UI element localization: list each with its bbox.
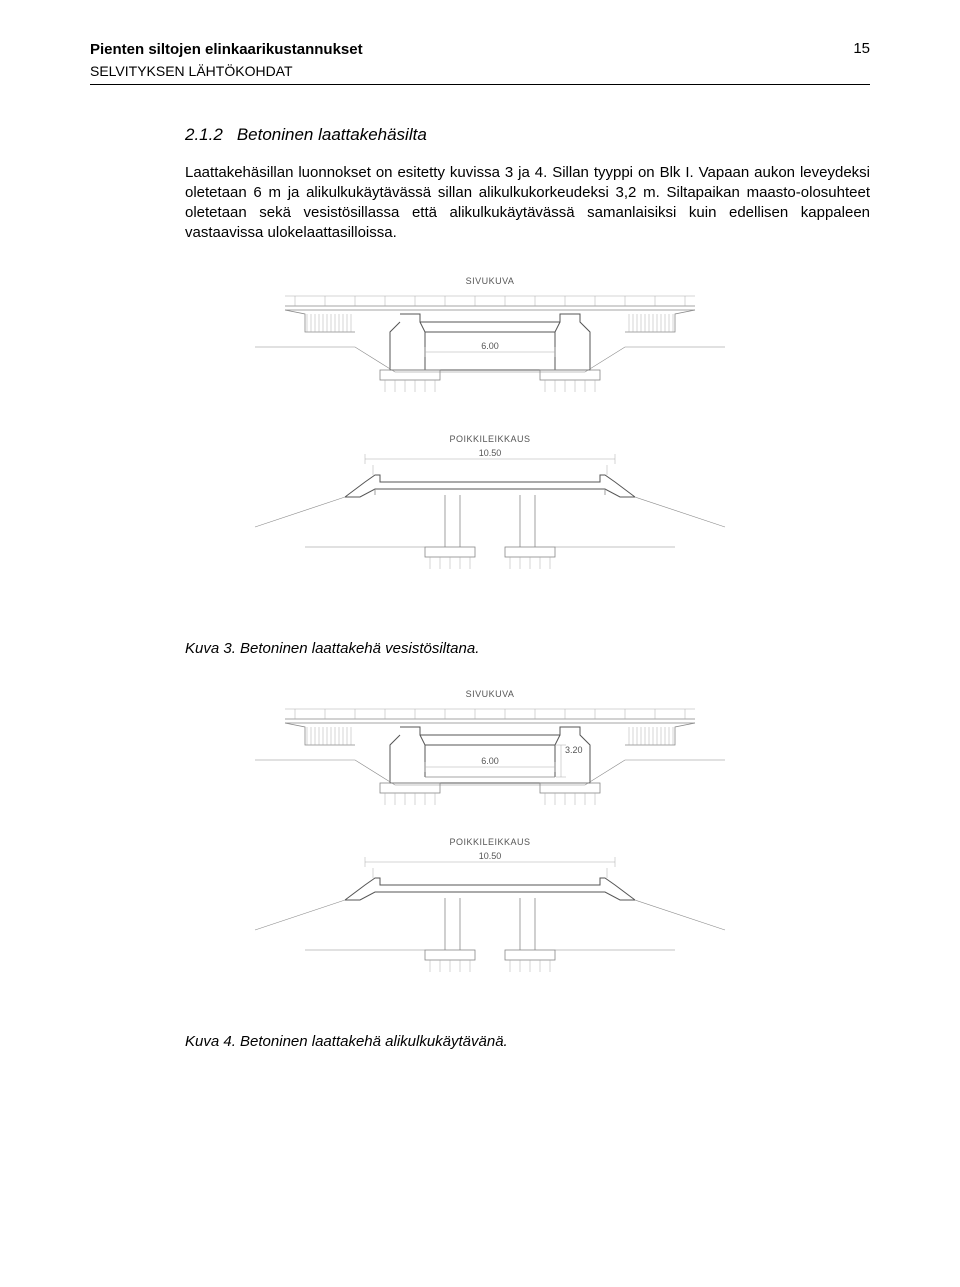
header-left: Pienten siltojen elinkaarikustannukset S… <box>90 40 363 80</box>
fig4-span-dim: 6.00 <box>481 756 499 766</box>
figure-4-svg: SIVUKUVA <box>185 685 795 1015</box>
section-title: Betoninen laattakehäsilta <box>237 125 427 144</box>
figure-3-caption: Kuva 3. Betoninen laattakehä vesistösilt… <box>185 640 870 657</box>
page-number: 15 <box>853 40 870 57</box>
doc-title: Pienten siltojen elinkaarikustannukset <box>90 40 363 60</box>
fig3-side-view: 6.00 <box>255 296 725 392</box>
section-heading: 2.1.2 Betoninen laattakehäsilta <box>185 125 870 145</box>
fig3-side-label: SIVUKUVA <box>466 276 515 286</box>
fig4-width-dim: 10.50 <box>479 851 502 861</box>
figure-3: SIVUKUVA <box>185 272 870 622</box>
fig4-cross-section: 10.50 <box>255 851 725 972</box>
fig4-side-label: SIVUKUVA <box>466 689 515 699</box>
figure-4-caption: Kuva 4. Betoninen laattakehä alikulkukäy… <box>185 1033 870 1050</box>
doc-subtitle: SELVITYKSEN LÄHTÖKOHDAT <box>90 62 363 80</box>
page: Pienten siltojen elinkaarikustannukset S… <box>0 0 960 1120</box>
fig3-span-dim: 6.00 <box>481 341 499 351</box>
page-header: Pienten siltojen elinkaarikustannukset S… <box>90 40 870 85</box>
fig3-cross-section: 10.50 <box>255 448 725 569</box>
fig3-cross-label: POIKKILEIKKAUS <box>449 434 530 444</box>
fig4-side-view: 6.00 3.20 <box>255 709 725 805</box>
figure-4: SIVUKUVA <box>185 685 870 1015</box>
fig4-cross-label: POIKKILEIKKAUS <box>449 837 530 847</box>
fig3-width-dim: 10.50 <box>479 448 502 458</box>
body-paragraph: Laattakehäsillan luonnokset on esitetty … <box>185 163 870 244</box>
section-number: 2.1.2 <box>185 125 223 144</box>
fig4-height-dim: 3.20 <box>565 745 583 755</box>
figure-3-svg: SIVUKUVA <box>185 272 795 622</box>
